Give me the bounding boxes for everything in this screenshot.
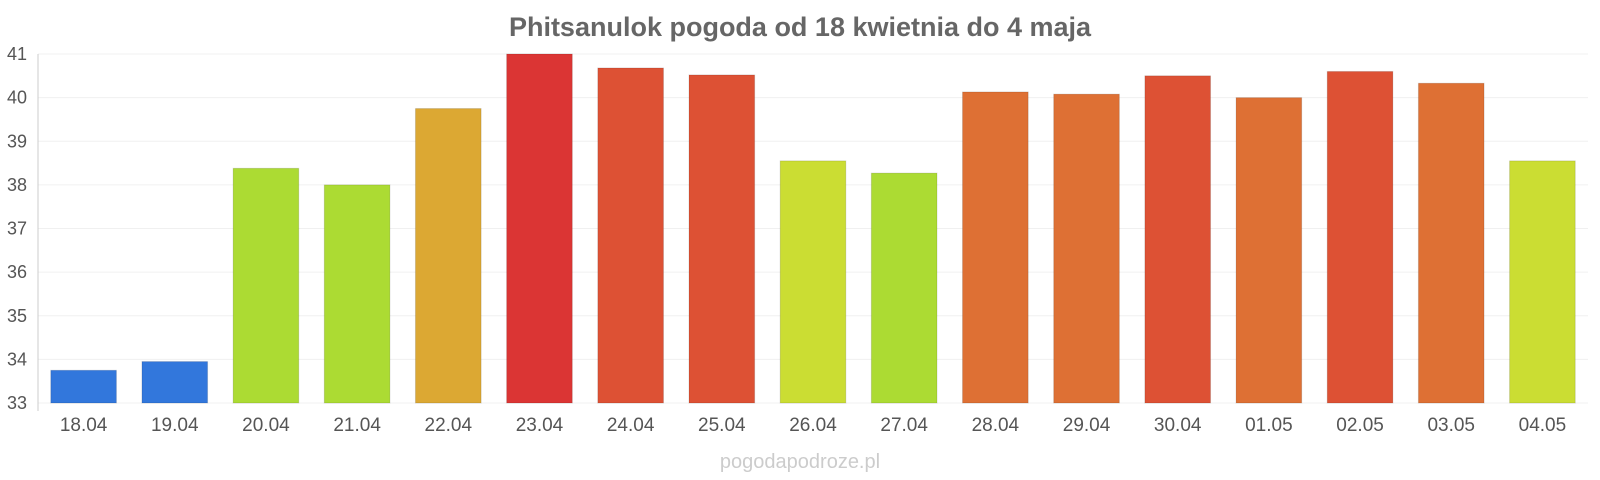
- x-tick-label: 27.04: [880, 415, 928, 436]
- bar: [506, 53, 573, 404]
- x-tick-label: 28.04: [972, 415, 1020, 436]
- y-tick-label: 36: [7, 262, 27, 282]
- x-tick-label: 22.04: [425, 415, 473, 436]
- x-tick-label: 19.04: [151, 415, 199, 436]
- bar: [962, 91, 1029, 404]
- bar: [1053, 93, 1120, 404]
- bar: [50, 369, 117, 404]
- bar: [323, 184, 391, 404]
- x-tick-label: 24.04: [607, 415, 655, 436]
- y-tick-label: 35: [7, 306, 27, 326]
- y-tick-label: 37: [7, 219, 27, 239]
- x-tick-label: 02.05: [1336, 415, 1384, 436]
- bar: [688, 74, 756, 404]
- y-tick-label: 41: [7, 44, 27, 64]
- y-tick-label: 34: [7, 349, 27, 369]
- bar: [870, 172, 938, 404]
- x-tick-label: 03.05: [1427, 415, 1475, 436]
- category-labels: 18.04 19.04 20.04 21.04 22.04 23.04 24.04 25.04…: [60, 415, 1566, 436]
- x-tick-label: 30.04: [1154, 415, 1202, 436]
- x-tick-label: 25.04: [698, 415, 746, 436]
- bar: [597, 67, 664, 404]
- x-tick-label: 20.04: [242, 415, 290, 436]
- x-tick-label: 29.04: [1063, 415, 1111, 436]
- x-tick-label: 21.04: [333, 415, 381, 436]
- y-tick-label: 33: [7, 393, 27, 413]
- x-tick-label: 01.05: [1245, 415, 1293, 436]
- bar: [1417, 82, 1485, 404]
- x-tick-label: 04.05: [1519, 415, 1567, 436]
- bar: [1509, 160, 1576, 404]
- chart-title: Phitsanulok pogoda od 18 kwietnia do 4 m…: [509, 12, 1092, 42]
- bar: [1235, 97, 1303, 404]
- bars: [50, 53, 1576, 404]
- y-tick-label: 40: [7, 88, 27, 108]
- y-tick-label: 38: [7, 175, 27, 195]
- bar: [1144, 75, 1212, 404]
- watermark: pogodapodroze.pl: [720, 451, 880, 473]
- x-tick-label: 23.04: [516, 415, 564, 436]
- axes: 33 34 35 36 37 38 39 40 41: [7, 44, 39, 413]
- bar: [779, 160, 847, 404]
- bar: [141, 361, 209, 404]
- x-tick-label: 26.04: [789, 415, 837, 436]
- y-tick-label: 39: [7, 131, 27, 151]
- bar: [414, 108, 482, 404]
- bar: [232, 167, 300, 404]
- x-tick-label: 18.04: [60, 415, 108, 436]
- bar: [1326, 70, 1394, 404]
